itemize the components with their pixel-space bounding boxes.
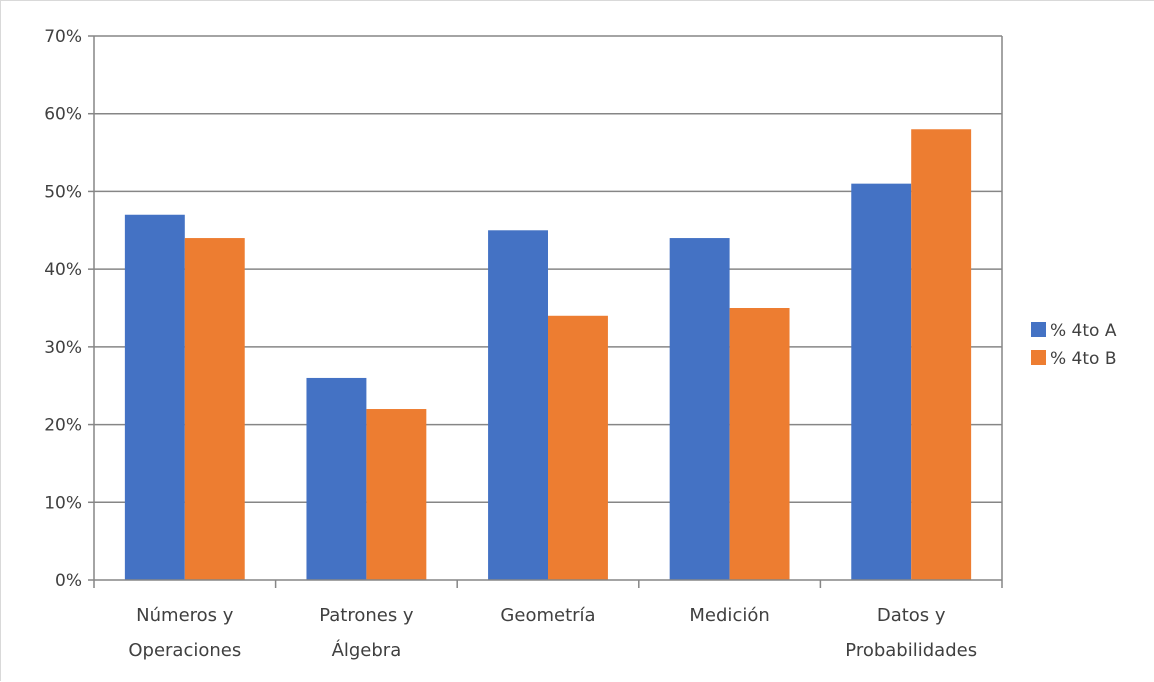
bars — [124, 129, 972, 581]
y-tick-label: 50% — [44, 182, 82, 202]
bar-series-a — [488, 230, 548, 581]
axes — [88, 35, 1003, 588]
legend-label: % 4to B — [1050, 349, 1117, 369]
legend-label: % 4to A — [1050, 321, 1117, 341]
category-label: Probabilidades — [845, 640, 977, 661]
y-tick-label: 40% — [44, 260, 82, 280]
y-tick-labels: 0% 10% 20% 30% 40% 50% 60% 70% — [44, 27, 82, 591]
category-label: Números y — [136, 605, 234, 626]
legend-swatch — [1031, 322, 1046, 337]
legend-swatch — [1031, 350, 1046, 365]
y-tick-label: 10% — [44, 493, 82, 513]
category-label: Operaciones — [128, 640, 241, 661]
bar-series-b — [911, 129, 972, 580]
category-label: Patrones y — [319, 605, 414, 626]
bar-series-a — [306, 377, 367, 580]
bar-series-b — [729, 308, 790, 580]
bar-series-a — [124, 214, 185, 580]
bar-series-b — [366, 409, 427, 580]
y-tick-label: 0% — [55, 571, 82, 591]
category-label: Medición — [689, 605, 769, 626]
bar-series-b — [184, 238, 245, 581]
legend: % 4to A % 4to B — [1031, 321, 1117, 369]
category-labels: Números y Operaciones Patrones y Álgebra Geo… — [128, 605, 977, 661]
bar-series-a — [669, 238, 730, 581]
y-tick-label: 30% — [44, 338, 82, 358]
bar-series-a — [851, 183, 912, 580]
category-label: Datos y — [877, 605, 946, 626]
y-tick-label: 20% — [44, 416, 82, 436]
y-tick-label: 60% — [44, 105, 82, 125]
bar-series-b — [548, 315, 608, 580]
category-label: Geometría — [500, 605, 595, 626]
category-label: Álgebra — [332, 639, 402, 661]
y-tick-label: 70% — [44, 27, 82, 47]
